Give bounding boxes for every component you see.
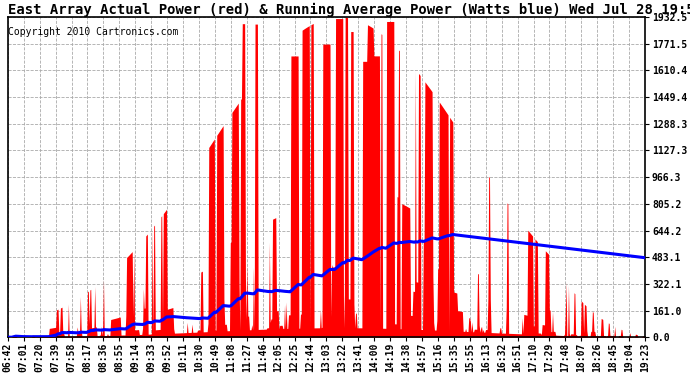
Text: East Array Actual Power (red) & Running Average Power (Watts blue) Wed Jul 28 19: East Array Actual Power (red) & Running …	[8, 3, 690, 17]
Text: Copyright 2010 Cartronics.com: Copyright 2010 Cartronics.com	[8, 27, 179, 36]
